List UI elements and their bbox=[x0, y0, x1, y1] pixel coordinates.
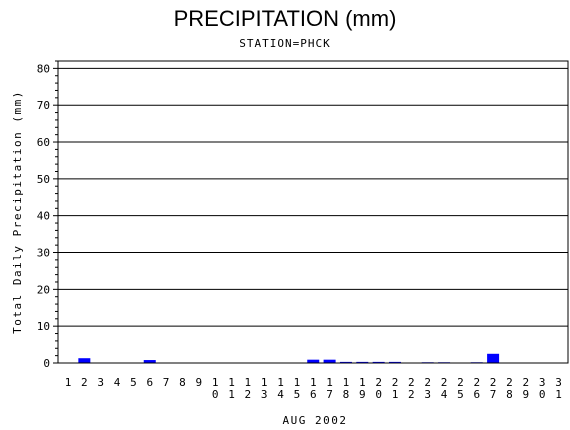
bar bbox=[143, 360, 156, 363]
bar bbox=[339, 361, 352, 363]
x-tick-label: 1 bbox=[65, 376, 72, 389]
y-tick-label: 50 bbox=[37, 173, 50, 186]
bar bbox=[487, 353, 500, 363]
y-tick-label: 0 bbox=[43, 357, 50, 370]
x-axis: 1 2 3 4 5 6 7 8 9 1 01 11 21 31 41 51 61 71 81 92 02 12 22 32 42… bbox=[65, 376, 562, 401]
x-tick-label: 4 bbox=[114, 376, 121, 389]
grid-lines bbox=[58, 67, 568, 327]
bars bbox=[78, 353, 500, 363]
y-axis: 0 10 20 30 40 50 60 70 80 bbox=[37, 60, 58, 370]
y-tick-label: 70 bbox=[37, 99, 50, 112]
bar bbox=[356, 361, 369, 363]
plot-frame bbox=[57, 60, 569, 364]
bar bbox=[78, 358, 91, 363]
y-tick-label: 60 bbox=[37, 136, 50, 149]
y-tick-label: 40 bbox=[37, 210, 50, 223]
bar bbox=[307, 359, 320, 363]
bar bbox=[389, 361, 401, 363]
x-tick-label: 3 bbox=[97, 376, 104, 389]
y-tick-label: 30 bbox=[37, 247, 50, 260]
y-axis-label: Total Daily Precipitation (mm) bbox=[11, 90, 24, 334]
x-tick-label: 6 bbox=[146, 376, 153, 389]
x-tick-label: 5 bbox=[130, 376, 137, 389]
x-tick-label: 9 bbox=[195, 376, 202, 389]
x-tick-label: 7 bbox=[163, 376, 170, 389]
bar bbox=[372, 361, 385, 363]
y-tick-label: 20 bbox=[37, 283, 50, 296]
bar bbox=[323, 359, 336, 363]
y-tick-label: 80 bbox=[37, 62, 50, 75]
x-tick-label: 2 bbox=[81, 376, 88, 389]
y-tick-label: 10 bbox=[37, 320, 50, 333]
chart-subtitle: STATION=PHCK bbox=[239, 37, 331, 50]
x-axis-label: AUG 2002 bbox=[283, 414, 348, 427]
chart-title: PRECIPITATION (mm) bbox=[173, 6, 397, 31]
x-tick-label: 8 bbox=[179, 376, 186, 389]
